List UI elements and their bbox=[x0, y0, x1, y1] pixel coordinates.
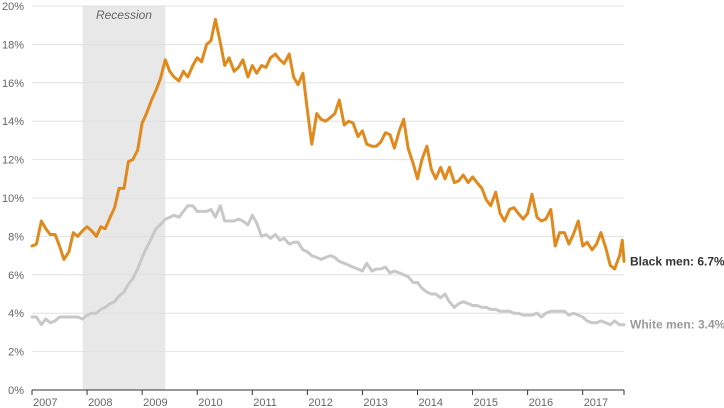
y-tick-label: 2% bbox=[8, 347, 24, 359]
x-tick-label: 2011 bbox=[253, 397, 277, 408]
series-line-white-men bbox=[30, 204, 626, 327]
x-tick-label: 2010 bbox=[198, 397, 222, 408]
series-end-labels: White men: 3.4% Black men: 6.7% bbox=[630, 254, 724, 331]
y-tick-label: 16% bbox=[2, 78, 24, 90]
recession-label: Recession bbox=[96, 8, 152, 22]
gridlines bbox=[32, 5, 624, 391]
y-tick-label: 20% bbox=[2, 1, 24, 13]
x-tick-label: 2012 bbox=[308, 397, 332, 408]
y-tick-label: 6% bbox=[8, 270, 24, 282]
x-tick-label: 2008 bbox=[88, 397, 112, 408]
x-tick-label: 2015 bbox=[474, 397, 498, 408]
x-tick-label: 2017 bbox=[584, 397, 608, 408]
x-tick-label: 2014 bbox=[418, 397, 442, 408]
end-label-white-men: White men: 3.4% bbox=[630, 318, 724, 332]
y-tick-label: 0% bbox=[8, 385, 24, 397]
y-tick-label: 8% bbox=[8, 231, 24, 243]
y-tick-label: 14% bbox=[2, 116, 24, 128]
end-label-black-men: Black men: 6.7% bbox=[630, 254, 724, 268]
x-tick-label: 2007 bbox=[33, 397, 57, 408]
y-tick-label: 4% bbox=[8, 308, 24, 320]
y-tick-label: 12% bbox=[2, 155, 24, 167]
series-lines bbox=[30, 17, 626, 327]
x-tick-label: 2009 bbox=[143, 397, 167, 408]
x-tick-label: 2016 bbox=[529, 397, 553, 408]
series-line-black-men bbox=[30, 17, 626, 271]
x-axis-tick-labels: 2007 2008 2009 2010 2011 2012 2013 2014 2015 2016… bbox=[31, 390, 625, 408]
y-tick-label: 18% bbox=[2, 39, 24, 51]
x-tick-label: 2013 bbox=[363, 397, 387, 408]
y-tick-label: 10% bbox=[2, 193, 24, 205]
y-axis-tick-labels: 0% 2% 4% 6% 8% 10% 12% 14% 16% 18% 20% bbox=[2, 1, 24, 397]
